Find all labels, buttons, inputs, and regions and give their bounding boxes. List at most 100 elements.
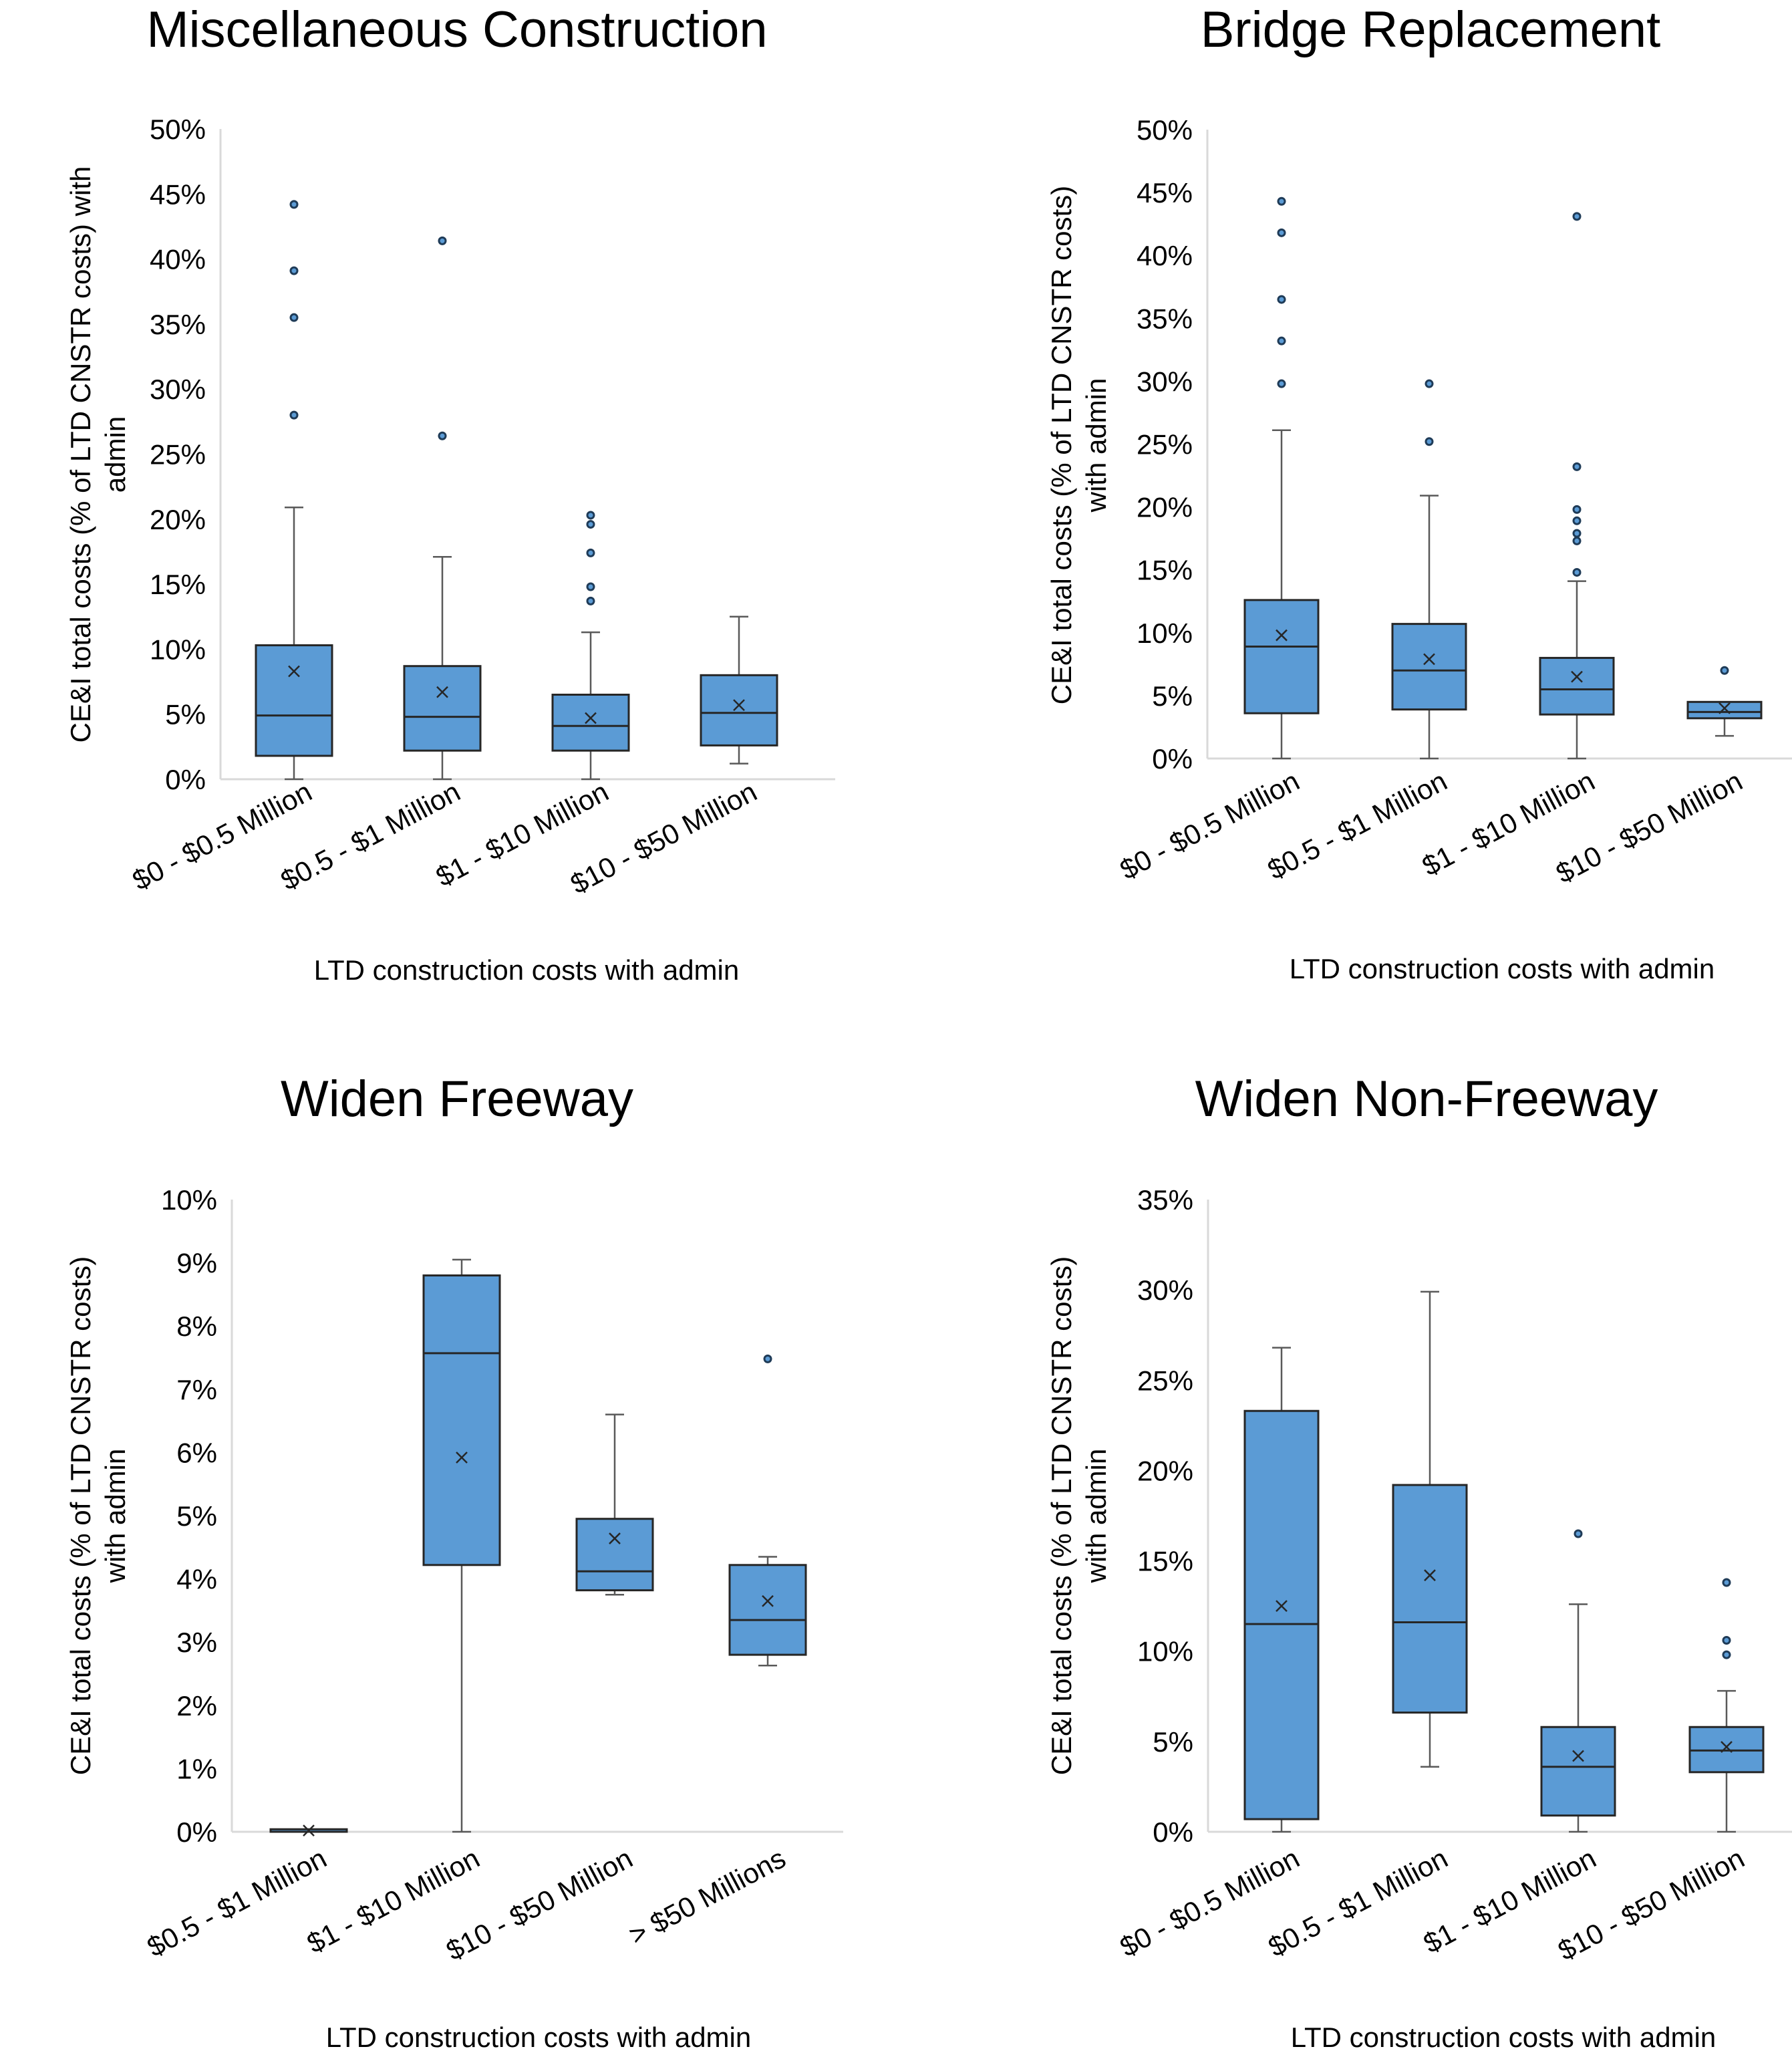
- outlier-point: [289, 410, 299, 420]
- x-axis-title: LTD construction costs with admin: [1290, 953, 1714, 984]
- y-tick-label: 10%: [1137, 1636, 1193, 1667]
- y-tick-label: 15%: [150, 569, 206, 600]
- mean-marker: [762, 1595, 774, 1607]
- box-iqr: [728, 1564, 807, 1656]
- box-group: [255, 200, 333, 781]
- outlier-point: [1425, 379, 1434, 388]
- y-tick-label: 2%: [176, 1690, 217, 1722]
- box-group: [1392, 1290, 1468, 1768]
- y-tick-label: 20%: [1137, 492, 1193, 523]
- y-tick-label: 20%: [1137, 1455, 1193, 1486]
- outlier-point: [586, 582, 595, 591]
- box-group: [1539, 212, 1615, 760]
- y-tick-label: 35%: [1137, 1184, 1193, 1216]
- chart-title: Miscellaneous Construction: [146, 1, 767, 58]
- y-tick-label: 10%: [161, 1184, 217, 1216]
- y-tick-label: 50%: [150, 114, 206, 145]
- y-tick-label: 0%: [165, 764, 206, 795]
- y-tick-label: 50%: [1137, 114, 1193, 146]
- box-group: [269, 1824, 348, 1836]
- mean-marker: [1276, 1600, 1288, 1613]
- box-group: [1686, 666, 1763, 737]
- chart-title: Widen Non-Freeway: [1195, 1071, 1658, 1127]
- y-tick-label: 8%: [176, 1311, 217, 1342]
- mean-marker: [303, 1824, 315, 1836]
- box-iqr: [255, 644, 333, 757]
- y-axis-title-line: CE&I total costs (% of LTD CNSTR costs): [1046, 1256, 1077, 1775]
- y-tick-label: 0%: [176, 1816, 217, 1848]
- chart-title: Bridge Replacement: [1201, 1, 1661, 58]
- chart-panel-3: Widen Freeway 0% 1% 2% 3% 4% 5% 6% 7% 8% 9% 10% CE&I…: [65, 1071, 843, 2053]
- y-axis-title-line: CE&I total costs (% of LTD CNSTR costs): [1046, 186, 1077, 704]
- y-axis-title-line: with admin: [1080, 378, 1112, 513]
- box-group: [700, 615, 778, 765]
- box-group: [1243, 1347, 1320, 1833]
- outlier-point: [1572, 505, 1582, 514]
- box-iqr: [575, 1518, 654, 1592]
- outlier-point: [1572, 529, 1582, 538]
- outlier-point: [1425, 437, 1434, 446]
- y-tick-label: 40%: [1137, 240, 1193, 271]
- box-group: [551, 511, 630, 781]
- y-tick-label: 20%: [150, 504, 206, 535]
- outlier-point: [1574, 1529, 1583, 1538]
- y-tick-label: 5%: [1152, 680, 1193, 712]
- chart-panel-4: Widen Non-Freeway 0% 5% 10% 15% 20% 25% 30% 35% C…: [1046, 1071, 1792, 2053]
- box-iqr: [1539, 656, 1615, 716]
- box-iqr: [1686, 700, 1763, 720]
- box-iqr: [700, 674, 778, 746]
- outlier-point: [586, 511, 595, 520]
- y-tick-label: 5%: [1153, 1726, 1193, 1758]
- mean-marker: [1719, 702, 1731, 714]
- box-group: [1540, 1529, 1616, 1833]
- mean-marker: [585, 712, 597, 724]
- outlier-point: [1722, 1650, 1731, 1659]
- outlier-point: [586, 596, 595, 605]
- mean-marker: [609, 1532, 621, 1544]
- y-axis-title: CE&I total costs (% of LTD CNSTR costs) w…: [1046, 1256, 1112, 1775]
- y-tick-label: 25%: [150, 439, 206, 470]
- chart-panel-1: Miscellaneous Construction 0% 5% 10% 15% 20% 2…: [65, 1, 835, 986]
- box-group: [575, 1413, 654, 1596]
- mean-marker: [733, 699, 745, 711]
- outlier-point: [586, 520, 595, 529]
- mean-marker: [1572, 1750, 1584, 1762]
- x-axis-title: LTD construction costs with admin: [314, 954, 739, 986]
- chart-panel-2: Bridge Replacement 0% 5% 10% 15% 20% 25% 30% 35%…: [1046, 1, 1792, 984]
- y-tick-label: 30%: [150, 374, 206, 405]
- outlier-point: [1277, 228, 1286, 237]
- y-axis-title-line: with admin: [1080, 1449, 1112, 1584]
- chart-title: Widen Freeway: [281, 1071, 633, 1127]
- y-tick-label: 30%: [1137, 1274, 1193, 1306]
- y-tick-label: 25%: [1137, 429, 1193, 460]
- outlier-point: [289, 200, 299, 209]
- outlier-point: [1722, 1635, 1731, 1645]
- y-axis-title-line: CE&I total costs (% of LTD CNSTR costs) …: [65, 166, 96, 743]
- y-tick-label: 4%: [176, 1564, 217, 1595]
- mean-marker: [1571, 670, 1583, 683]
- outlier-point: [438, 431, 447, 440]
- y-tick-label: 3%: [176, 1627, 217, 1658]
- outlier-point: [586, 548, 595, 557]
- outlier-point: [438, 236, 447, 245]
- box-group: [422, 1258, 501, 1833]
- box-group: [403, 236, 482, 781]
- x-axis-title: LTD construction costs with admin: [326, 2022, 751, 2053]
- y-tick-label: 5%: [176, 1500, 217, 1532]
- y-tick-label: 45%: [150, 178, 206, 210]
- y-tick-label: 15%: [1137, 1546, 1193, 1577]
- outlier-point: [289, 266, 299, 275]
- x-tick-label: $0.5 - $1 Million: [142, 1842, 331, 1963]
- outlier-point: [1722, 1578, 1731, 1587]
- outlier-point: [1277, 196, 1286, 206]
- outlier-point: [1572, 212, 1582, 221]
- box-iqr: [1392, 1484, 1468, 1714]
- box-group: [1391, 379, 1467, 760]
- y-tick-label: 0%: [1152, 743, 1193, 775]
- mean-marker: [1276, 629, 1288, 642]
- y-tick-label: 1%: [176, 1753, 217, 1784]
- y-tick-label: 30%: [1137, 366, 1193, 397]
- box-iqr: [1391, 623, 1467, 711]
- y-tick-label: 5%: [165, 699, 206, 730]
- y-tick-label: 45%: [1137, 177, 1193, 209]
